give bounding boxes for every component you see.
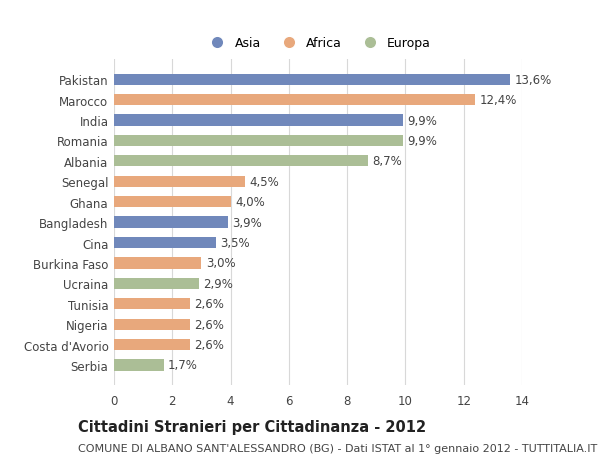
Legend: Asia, Africa, Europa: Asia, Africa, Europa [201, 34, 435, 54]
Text: Cittadini Stranieri per Cittadinanza - 2012: Cittadini Stranieri per Cittadinanza - 2… [78, 419, 426, 434]
Bar [114, 95, 475, 106]
Text: 8,7%: 8,7% [372, 155, 401, 168]
Bar [114, 115, 403, 126]
Text: 3,9%: 3,9% [232, 216, 262, 229]
Bar [114, 156, 368, 167]
Bar [114, 298, 190, 310]
Text: 13,6%: 13,6% [515, 73, 552, 87]
Text: 4,5%: 4,5% [250, 175, 279, 188]
Bar [114, 237, 216, 249]
Text: 3,5%: 3,5% [220, 236, 250, 249]
Text: 1,7%: 1,7% [168, 358, 198, 372]
Text: 2,6%: 2,6% [194, 318, 224, 331]
Text: 2,6%: 2,6% [194, 297, 224, 311]
Bar [114, 196, 230, 208]
Text: COMUNE DI ALBANO SANT'ALESSANDRO (BG) - Dati ISTAT al 1° gennaio 2012 - TUTTITAL: COMUNE DI ALBANO SANT'ALESSANDRO (BG) - … [78, 443, 597, 453]
Bar [114, 217, 227, 228]
Text: 2,9%: 2,9% [203, 277, 233, 290]
Text: 4,0%: 4,0% [235, 196, 265, 209]
Bar [114, 359, 164, 371]
Bar [114, 74, 511, 86]
Bar [114, 339, 190, 350]
Bar [114, 319, 190, 330]
Text: 2,6%: 2,6% [194, 338, 224, 351]
Bar [114, 258, 202, 269]
Text: 9,9%: 9,9% [407, 114, 437, 127]
Text: 9,9%: 9,9% [407, 134, 437, 148]
Text: 3,0%: 3,0% [206, 257, 235, 270]
Bar [114, 135, 403, 147]
Text: 12,4%: 12,4% [480, 94, 517, 107]
Bar [114, 176, 245, 187]
Bar [114, 278, 199, 289]
